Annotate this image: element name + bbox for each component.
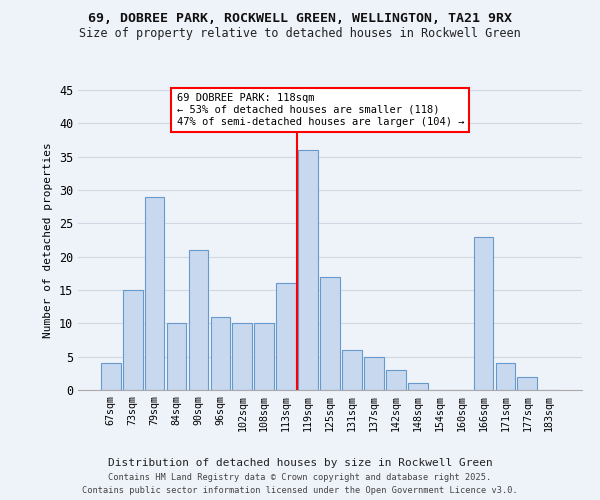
Bar <box>276 284 296 390</box>
Bar <box>167 324 187 390</box>
Bar <box>342 350 362 390</box>
Bar <box>101 364 121 390</box>
Text: Distribution of detached houses by size in Rockwell Green: Distribution of detached houses by size … <box>107 458 493 468</box>
Text: Contains HM Land Registry data © Crown copyright and database right 2025.
Contai: Contains HM Land Registry data © Crown c… <box>82 474 518 495</box>
Bar <box>188 250 208 390</box>
Text: 69, DOBREE PARK, ROCKWELL GREEN, WELLINGTON, TA21 9RX: 69, DOBREE PARK, ROCKWELL GREEN, WELLING… <box>88 12 512 26</box>
Y-axis label: Number of detached properties: Number of detached properties <box>43 142 53 338</box>
Bar <box>386 370 406 390</box>
Bar <box>123 290 143 390</box>
Bar <box>211 316 230 390</box>
Bar <box>298 150 318 390</box>
Bar <box>517 376 537 390</box>
Bar <box>232 324 252 390</box>
Bar <box>320 276 340 390</box>
Bar <box>496 364 515 390</box>
Text: Size of property relative to detached houses in Rockwell Green: Size of property relative to detached ho… <box>79 28 521 40</box>
Bar <box>473 236 493 390</box>
Bar <box>364 356 384 390</box>
Text: 69 DOBREE PARK: 118sqm
← 53% of detached houses are smaller (118)
47% of semi-de: 69 DOBREE PARK: 118sqm ← 53% of detached… <box>176 94 464 126</box>
Bar <box>254 324 274 390</box>
Bar <box>408 384 428 390</box>
Bar <box>145 196 164 390</box>
